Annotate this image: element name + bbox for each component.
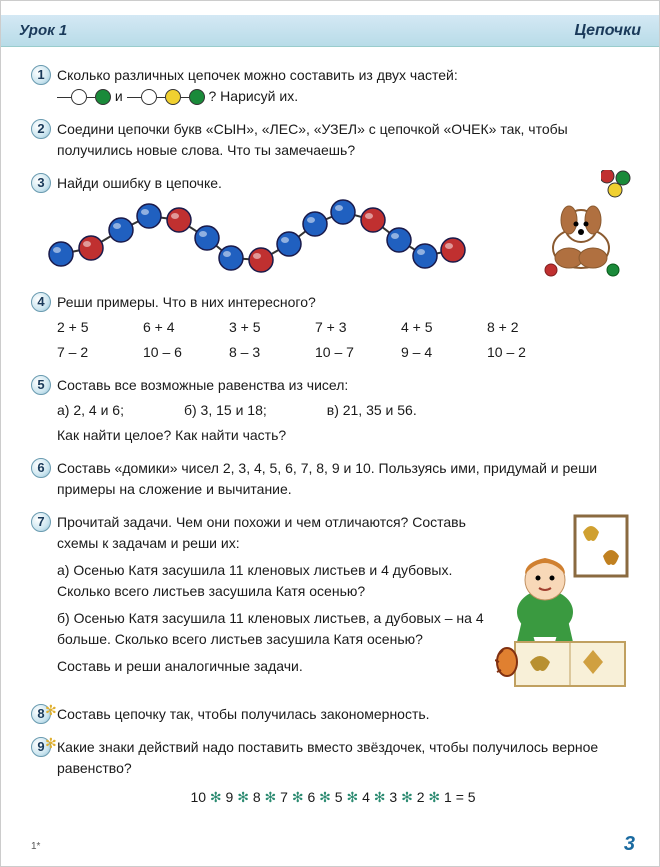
page-title: Цепочки [574,22,641,40]
task-number: 1 [31,65,51,85]
task-7-end: Составь и реши аналогичные задачи. [57,656,485,677]
math-expr: 10 – 2 [487,342,547,363]
task-5-a: а) 2, 4 и 6; [57,400,124,421]
task-3: 3 Найди ошибку в цепочке. [31,173,635,280]
task-5: 5 Составь все возможные равенства из чис… [31,375,635,446]
task-5-text: Составь все возможные равенства из чисел… [31,375,635,396]
task-4-text: Реши примеры. Что в них интересного? [31,292,635,313]
task-6-text: Составь «домики» чисел 2, 3, 4, 5, 6, 7,… [31,458,635,500]
girl-illustration [495,512,635,692]
task-number: 2 [31,119,51,139]
math-expr: 10 – 6 [143,342,203,363]
task-2-text: Соедини цепочки букв «СЫН», «ЛЕС», «УЗЕЛ… [31,119,635,161]
task-number: 3 [31,173,51,193]
math-expr: 7 + 3 [315,317,375,338]
math-expr: 3 + 5 [229,317,289,338]
task-7-a: а) Осенью Катя засушила 11 кленовых лист… [57,560,485,602]
math-expr: 10 – 7 [315,342,375,363]
task-number: 5 [31,375,51,395]
page-header: Урок 1 Цепочки [1,15,659,47]
equation-row: 10 ✻ 9 ✻ 8 ✻ 7 ✻ 6 ✻ 5 ✻ 4 ✻ 3 ✻ 2 ✻ 1 =… [31,787,635,808]
task-8: 8 ✻ Составь цепочку так, чтобы получилас… [31,704,635,725]
lesson-label: Урок 1 [19,22,67,39]
star-icon: ✻ [45,700,57,721]
task-5-options: а) 2, 4 и 6; б) 3, 15 и 18; в) 21, 35 и … [57,400,635,421]
page-mark: 1* [31,841,40,852]
bead-chain-figure [31,198,491,280]
math-expr: 8 – 3 [229,342,289,363]
task-9-text: Какие знаки действий надо поставить вмес… [31,737,635,779]
bead-chain-1 [57,89,111,105]
task-number: 4 [31,292,51,312]
task-5-q: Как найти целое? Как найти часть? [57,425,635,446]
task-9: 9 ✻ Какие знаки действий надо поставить … [31,737,635,808]
math-expr: 9 – 4 [401,342,461,363]
math-row-2: 7 – 2 10 – 6 8 – 3 10 – 7 9 – 4 10 – 2 [57,342,635,363]
content-area: 1 Сколько различных цепочек можно состав… [1,47,659,808]
math-row-1: 2 + 5 6 + 4 3 + 5 7 + 3 4 + 5 8 + 2 [57,317,635,338]
task-6: 6 Составь «домики» чисел 2, 3, 4, 5, 6, … [31,458,635,500]
task-1-text-a: Сколько различных цепочек можно составит… [57,67,458,83]
dog-illustration [531,188,631,278]
math-expr: 4 + 5 [401,317,461,338]
task-1-text-c: ? Нарисуй их. [209,88,299,104]
math-expr: 8 + 2 [487,317,547,338]
task-7-intro: Прочитай задачи. Чем они похожи и чем от… [57,512,485,554]
star-icon: ✻ [45,733,57,754]
task-7: 7 Прочитай задачи. Чем они похожи и чем … [31,512,635,692]
task-5-c: в) 21, 35 и 56. [327,400,417,421]
bead-chain-2 [127,89,205,105]
task-5-b: б) 3, 15 и 18; [184,400,267,421]
task-4: 4 Реши примеры. Что в них интересного? 2… [31,292,635,363]
task-1: 1 Сколько различных цепочек можно состав… [31,65,635,107]
task-number: 6 [31,458,51,478]
math-expr: 2 + 5 [57,317,117,338]
math-expr: 6 + 4 [143,317,203,338]
task-number: 7 [31,512,51,532]
task-7-b: б) Осенью Катя засушила 11 кленовых лист… [57,608,485,650]
task-1-text-b: и [115,88,127,104]
page-number: 3 [624,833,635,856]
task-2: 2 Соедини цепочки букв «СЫН», «ЛЕС», «УЗ… [31,119,635,161]
math-expr: 7 – 2 [57,342,117,363]
task-8-text: Составь цепочку так, чтобы получилась за… [31,704,635,725]
